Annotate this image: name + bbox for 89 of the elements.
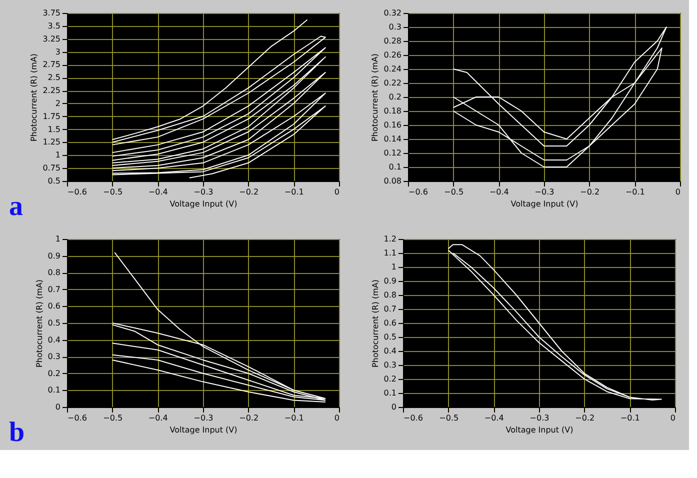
- x-tick-label: −0.2: [575, 414, 595, 422]
- x-axis-title: Voltage Input (V): [170, 426, 238, 434]
- x-tick-label: 0: [675, 188, 680, 196]
- x-axis-title: Voltage Input (V): [510, 200, 578, 208]
- x-tick-label: −0.4: [489, 188, 509, 196]
- y-tick-label: 1.1: [384, 248, 396, 258]
- x-axis-title: Voltage Input (V): [170, 200, 238, 208]
- x-tick-label: −0.6: [68, 414, 87, 422]
- y-tick-label: 0.5: [48, 318, 60, 328]
- y-tick-label: 1.2: [384, 234, 396, 244]
- y-tick-label: 0.18: [384, 106, 402, 116]
- y-tick-label: 0.12: [384, 148, 402, 158]
- x-tick-label: −0.5: [444, 188, 464, 196]
- y-tick-label: 0.6: [48, 302, 60, 311]
- y-tick-label: 0: [55, 402, 60, 412]
- y-tick-label: 0.5: [384, 332, 396, 342]
- y-tick-label: 1: [391, 262, 396, 272]
- x-tick-label: −0.6: [404, 414, 423, 422]
- y-tick-label: 0.26: [384, 50, 402, 60]
- x-tick-label: −0.1: [625, 188, 645, 196]
- x-tick-label: 0: [670, 414, 676, 422]
- y-tick-label: 1: [55, 150, 60, 160]
- y-axis-title: Photocurrent (R) (mA): [370, 53, 380, 142]
- x-tick-label: −0.2: [239, 414, 259, 422]
- y-axis-title: Photocurrent (R) (mA): [34, 279, 44, 368]
- y-axis-title: Photocurrent (R) (mA): [370, 279, 380, 368]
- y-tick-label: 0.1: [48, 386, 60, 395]
- y-tick-label: 0.2: [388, 92, 402, 102]
- x-tick-label: −0.5: [103, 188, 123, 196]
- y-tick-label: 1.25: [42, 138, 60, 147]
- y-tick-label: 0.2: [48, 368, 60, 378]
- y-tick-label: 0.16: [384, 120, 402, 130]
- x-tick-label: −0.1: [620, 414, 640, 422]
- y-tick-label: 3: [55, 47, 60, 56]
- y-tick-label: 1.75: [42, 112, 60, 121]
- y-tick-label: 0.8: [384, 290, 396, 300]
- y-tick-label: 0.6: [384, 318, 396, 328]
- y-tick-label: 0.14: [384, 134, 402, 144]
- y-tick-label: 0.08: [384, 176, 402, 186]
- y-tick-label: 0.32: [384, 8, 402, 18]
- y-tick-label: 0.1: [388, 162, 402, 172]
- x-tick-label: −0.2: [239, 188, 259, 196]
- x-tick-label: −0.4: [148, 188, 168, 196]
- y-tick-label: 0.1: [384, 388, 396, 398]
- x-tick-label: −0.5: [103, 414, 123, 422]
- y-tick-label: 1: [55, 234, 60, 244]
- y-tick-label: 1.5: [48, 124, 60, 134]
- x-tick-label: −0.3: [194, 414, 214, 422]
- x-axis-title: Voltage Input (V): [506, 426, 574, 434]
- x-tick-label: −0.6: [68, 188, 87, 196]
- y-tick-label: 0.7: [384, 304, 396, 314]
- y-tick-label: 0.3: [384, 360, 396, 370]
- x-tick-label: −0.1: [284, 414, 304, 422]
- y-tick-label: 0.75: [42, 164, 60, 173]
- x-tick-label: 0: [334, 414, 340, 422]
- x-tick-label: −0.3: [530, 414, 550, 422]
- y-tick-label: 0.3: [48, 352, 60, 362]
- y-tick-label: 0.28: [384, 36, 402, 46]
- x-tick-label: −0.3: [194, 188, 214, 196]
- x-tick-label: −0.5: [439, 414, 459, 422]
- y-tick-label: 0.7: [48, 284, 60, 294]
- x-tick-label: −0.2: [580, 188, 600, 196]
- y-tick-label: 3.75: [42, 8, 60, 18]
- y-tick-label: 2.75: [42, 60, 60, 70]
- y-tick-label: 3.25: [42, 34, 60, 44]
- x-tick-label: −0.4: [148, 414, 168, 422]
- y-tick-label: 0.24: [384, 64, 402, 74]
- text: b: [9, 417, 25, 448]
- y-tick-label: 0.5: [48, 176, 60, 186]
- text: a: [9, 191, 23, 222]
- y-tick-label: 0: [391, 402, 396, 412]
- x-tick-label: −0.3: [534, 188, 554, 196]
- y-tick-label: 2.5: [48, 73, 60, 82]
- x-tick-label: −0.6: [408, 188, 428, 196]
- x-tick-label: −0.1: [284, 188, 304, 196]
- y-tick-label: 0.8: [48, 268, 60, 278]
- y-tick-label: 3.5: [48, 21, 60, 30]
- y-tick-label: 0.9: [48, 251, 60, 260]
- y-tick-label: 0.4: [48, 335, 60, 344]
- y-tick-label: 0.9: [384, 276, 396, 286]
- y-tick-label: 2.25: [42, 86, 60, 96]
- y-tick-label: 0.22: [384, 78, 402, 88]
- y-tick-label: 0.2: [384, 374, 396, 384]
- y-tick-label: 0.3: [388, 22, 402, 32]
- y-tick-label: 2: [55, 98, 60, 108]
- y-axis-title: Photocurrent (R) (mA): [30, 53, 39, 142]
- y-tick-label: 0.4: [384, 346, 396, 356]
- x-tick-label: −0.4: [484, 414, 504, 422]
- x-tick-label: 0: [334, 188, 340, 196]
